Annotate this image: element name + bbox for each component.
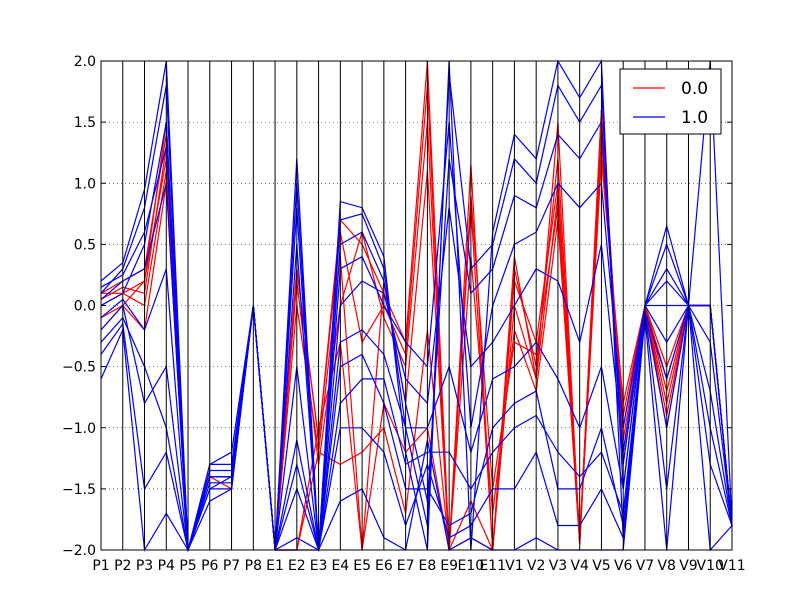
- x-tick-label-P7: P7: [223, 558, 240, 574]
- series-1-lines: [100, 58, 733, 553]
- x-tick-label-P5: P5: [179, 558, 196, 574]
- x-axis-ticks: P1 P2 P3 P4 P5 P6 P7 P8 E1 E2 E3 E4 E5 E6 E7 E8 E9 E10E11…: [92, 558, 745, 574]
- y-tick-label-3: −0.5: [62, 360, 96, 376]
- x-tick-label-V7: V7: [636, 558, 654, 574]
- x-tick-label-E4: E4: [331, 558, 349, 574]
- x-tick-label-V9: V9: [679, 558, 697, 574]
- y-axis-ticks: −2.0 −1.5 −1.0 −0.5 0.0 0.5 1.0 1.5 2.0: [62, 54, 732, 559]
- x-tick-label-P8: P8: [245, 558, 262, 574]
- x-tick-label-E11: E11: [479, 558, 506, 574]
- legend-box: [619, 68, 722, 135]
- x-tick-label-V1: V1: [505, 558, 523, 574]
- x-tick-label-E2: E2: [288, 558, 306, 574]
- x-tick-label-P4: P4: [158, 558, 175, 574]
- x-tick-label-E7: E7: [397, 558, 415, 574]
- x-tick-label-V3: V3: [549, 558, 567, 574]
- x-tick-label-E10: E10: [458, 558, 485, 574]
- category-axes: [100, 61, 733, 550]
- x-tick-label-E5: E5: [353, 558, 371, 574]
- x-tick-label-E1: E1: [266, 558, 284, 574]
- y-tick-label-1: −1.5: [62, 482, 96, 498]
- series-1-line-8: [100, 120, 733, 551]
- x-tick-label-V5: V5: [592, 558, 610, 574]
- x-tick-label-E8: E8: [418, 558, 436, 574]
- x-tick-label-E9: E9: [440, 558, 458, 574]
- y-tick-label-4: 0.0: [74, 299, 96, 315]
- x-tick-label-V8: V8: [657, 558, 675, 574]
- x-tick-label-P1: P1: [92, 558, 109, 574]
- y-tick-label-5: 0.5: [74, 237, 96, 253]
- x-tick-label-V10: V10: [697, 558, 724, 574]
- y-tick-label-7: 1.5: [74, 115, 96, 131]
- x-tick-label-E3: E3: [310, 558, 328, 574]
- x-tick-label-V11: V11: [718, 558, 745, 574]
- y-tick-label-8: 2.0: [74, 54, 96, 70]
- series-1-line-7: [100, 268, 733, 551]
- x-tick-label-V4: V4: [570, 558, 589, 574]
- legend-label-0: 0.0: [681, 79, 708, 99]
- x-tick-label-E6: E6: [375, 558, 393, 574]
- x-tick-label-P2: P2: [114, 558, 131, 574]
- x-tick-label-P6: P6: [201, 558, 218, 574]
- x-tick-label-V6: V6: [614, 558, 633, 574]
- x-tick-label-V2: V2: [527, 558, 545, 574]
- y-tick-label-2: −1.0: [62, 421, 96, 437]
- y-tick-label-0: −2.0: [62, 543, 96, 559]
- y-tick-label-6: 1.0: [74, 176, 96, 192]
- series-1-line-5: [100, 305, 733, 553]
- series-1-line-9: [100, 304, 733, 551]
- legend-label-1: 1.0: [681, 108, 708, 128]
- x-tick-label-P3: P3: [136, 558, 153, 574]
- legend: 0.0 1.0: [619, 68, 722, 135]
